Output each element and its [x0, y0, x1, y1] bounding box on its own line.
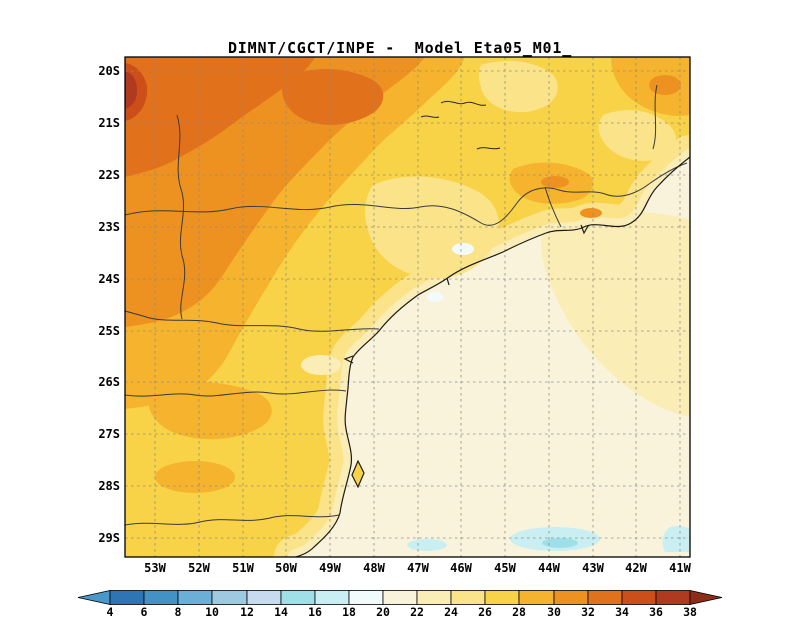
- temp-patch: [452, 243, 474, 255]
- colorbar-tick-label: 34: [615, 605, 629, 618]
- temperature-map: 20S 21S 22S 23S 24S 25S 26S 27S 28S 29S …: [98, 56, 692, 575]
- lat-label: 21S: [98, 116, 120, 130]
- temp-patch: [125, 57, 315, 177]
- colorbar-tick-label: 16: [308, 605, 322, 618]
- coastal-inlets: [343, 224, 589, 489]
- temp-patch: [649, 75, 681, 95]
- colorbar-segment: [348, 590, 384, 605]
- colorbar-tick-label: 6: [141, 605, 148, 618]
- colorbar-segment: [587, 590, 623, 605]
- colorbar-segment: [314, 590, 350, 605]
- colorbar-tick-label: 28: [512, 605, 526, 618]
- colorbar-segment: [655, 590, 691, 605]
- colorbar-tick-label: 8: [175, 605, 182, 618]
- colorbar-segment: [484, 590, 520, 605]
- lat-label: 24S: [98, 272, 120, 286]
- colorbar-tick-label: 20: [376, 605, 390, 618]
- temp-patch: [407, 539, 447, 551]
- temp-patch: [282, 68, 384, 125]
- colorbar-left-arrow: [77, 590, 111, 605]
- lat-label: 22S: [98, 168, 120, 182]
- lat-label: 28S: [98, 479, 120, 493]
- colorbar-segment: [280, 590, 316, 605]
- colorbar-segment: [177, 590, 213, 605]
- graticule: [125, 57, 690, 557]
- lon-label: 44W: [538, 561, 560, 575]
- lat-label: 25S: [98, 324, 120, 338]
- lon-label: 53W: [144, 561, 166, 575]
- colorbar-segment: [211, 590, 248, 605]
- reservoir-lines: [420, 100, 501, 150]
- lon-label: 48W: [363, 561, 385, 575]
- temp-patch: [478, 60, 558, 113]
- temp-patch: [580, 208, 602, 218]
- colorbar-tick-label: 24: [444, 605, 458, 618]
- colorbar-tick-label: 38: [683, 605, 697, 618]
- lat-label: 29S: [98, 531, 120, 545]
- colorbar-tick-label: 18: [342, 605, 356, 618]
- lon-label: 45W: [494, 561, 516, 575]
- lon-label: 52W: [188, 561, 210, 575]
- lon-label: 42W: [625, 561, 647, 575]
- state-borders: [125, 84, 688, 526]
- lon-label: 49W: [319, 561, 341, 575]
- colorbar-tick-label: 10: [205, 605, 219, 618]
- colorbar-segment: [382, 590, 418, 605]
- colorbar-segment: [246, 590, 282, 605]
- colorbar-tick-label: 22: [410, 605, 424, 618]
- colorbar-segment: [416, 590, 452, 605]
- colorbar-tick-label: 26: [478, 605, 492, 618]
- colorbar-tick-label: 4: [107, 605, 114, 618]
- temp-patch: [542, 538, 578, 548]
- colorbar-tick-label: 14: [274, 605, 288, 618]
- lat-label: 27S: [98, 427, 120, 441]
- map-frame: [124, 56, 691, 558]
- colorbar-segment: [143, 590, 179, 605]
- title-line-1: DIMNT/CGCT/INPE - Model Eta05_M01_: [227, 39, 573, 57]
- temp-patch: [540, 211, 690, 417]
- colorbar-tick-label: 30: [547, 605, 561, 618]
- coastline: [295, 156, 690, 557]
- lat-label: 20S: [98, 64, 120, 78]
- lon-label: 51W: [232, 561, 254, 575]
- lon-label: 47W: [407, 561, 429, 575]
- temp-patch: [155, 461, 235, 493]
- colorbar-segment: [109, 590, 145, 605]
- colorbar-tick-label: 32: [581, 605, 595, 618]
- temp-patch: [148, 381, 272, 440]
- temp-patch: [541, 176, 569, 188]
- lon-label: 43W: [582, 561, 604, 575]
- map-canvas: [125, 57, 690, 557]
- lat-label: 26S: [98, 375, 120, 389]
- colorbar-segment: [450, 590, 486, 605]
- colorbar-tick-label: 12: [240, 605, 254, 618]
- lon-label: 50W: [275, 561, 297, 575]
- lon-label: 41W: [669, 561, 691, 575]
- temp-patch: [427, 292, 443, 302]
- temp-patch: [301, 355, 341, 375]
- temp-patch: [125, 71, 137, 109]
- temp-patch: [662, 526, 690, 552]
- colorbar-tick-label: 36: [649, 605, 663, 618]
- colorbar-segment: [518, 590, 555, 605]
- colorbar-segment: [553, 590, 589, 605]
- lon-label: 46W: [450, 561, 472, 575]
- colorbar: 4 6 8 10 12 14 16 18 20 22 24 26 28 30 3…: [77, 590, 723, 618]
- lat-label: 23S: [98, 220, 120, 234]
- colorbar-right-arrow: [689, 590, 723, 605]
- colorbar-segment: [621, 590, 657, 605]
